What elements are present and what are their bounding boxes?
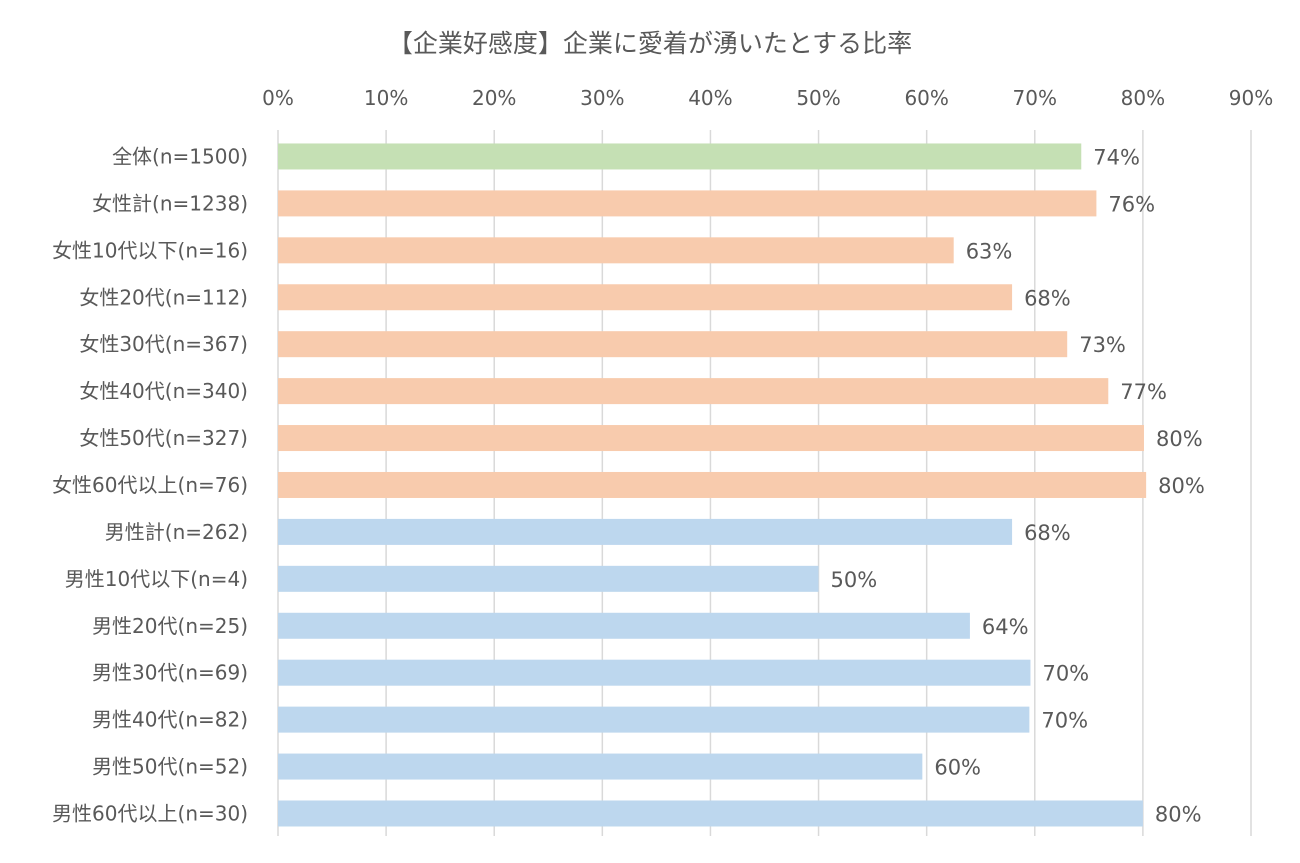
data-label: 50% xyxy=(831,568,878,592)
bar xyxy=(278,471,1147,498)
data-labels: 74% 76% 63% 68% 73% 77% 80% 80% 68% 50% 64% 70% 70% 6… xyxy=(831,145,1205,826)
x-tick-label: 20% xyxy=(472,86,516,110)
data-label: 60% xyxy=(934,756,981,780)
data-label: 80% xyxy=(1158,474,1205,498)
data-label: 63% xyxy=(966,239,1013,263)
bar xyxy=(278,237,954,264)
bar xyxy=(278,565,819,592)
data-label: 70% xyxy=(1042,662,1089,686)
bar xyxy=(278,800,1143,827)
bar xyxy=(278,190,1097,217)
bars xyxy=(278,143,1147,827)
bar xyxy=(278,612,970,639)
bar xyxy=(278,284,1013,311)
x-axis-tick-labels: 0% 10% 20% 30% 40% 50% 60% 70% 80% 90% xyxy=(262,86,1273,110)
category-label: 男性50代(n=52) xyxy=(92,755,248,779)
category-label: 女性20代(n=112) xyxy=(79,285,248,309)
bar xyxy=(278,378,1109,405)
data-label: 70% xyxy=(1041,709,1088,733)
bar xyxy=(278,753,923,780)
data-label: 80% xyxy=(1155,802,1202,826)
x-tick-label: 40% xyxy=(688,86,732,110)
chart-title: 【企業好感度】企業に愛着が湧いたとする比率 xyxy=(388,29,912,58)
x-tick-label: 10% xyxy=(364,86,408,110)
data-label: 73% xyxy=(1079,333,1126,357)
bar xyxy=(278,659,1031,686)
category-label: 全体(n=1500) xyxy=(112,144,248,168)
data-label: 76% xyxy=(1108,192,1155,216)
x-tick-label: 70% xyxy=(1013,86,1057,110)
data-label: 68% xyxy=(1024,286,1071,310)
category-label: 男性10代以下(n=4) xyxy=(65,567,248,591)
x-tick-label: 90% xyxy=(1229,86,1273,110)
data-label: 64% xyxy=(982,615,1029,639)
x-tick-label: 80% xyxy=(1121,86,1165,110)
category-label: 男性30代(n=69) xyxy=(92,661,248,685)
category-label: 女性50代(n=327) xyxy=(79,426,248,450)
x-tick-label: 60% xyxy=(904,86,948,110)
category-label: 女性10代以下(n=16) xyxy=(52,238,248,262)
data-label: 74% xyxy=(1093,145,1140,169)
data-label: 77% xyxy=(1120,380,1167,404)
category-label: 女性計(n=1238) xyxy=(92,191,248,215)
category-label: 男性20代(n=25) xyxy=(92,614,248,638)
bar xyxy=(278,425,1144,452)
x-tick-label: 0% xyxy=(262,86,294,110)
x-tick-label: 30% xyxy=(580,86,624,110)
x-tick-label: 50% xyxy=(796,86,840,110)
bar xyxy=(278,331,1068,358)
data-label: 68% xyxy=(1024,521,1071,545)
data-label: 80% xyxy=(1156,427,1203,451)
bar xyxy=(278,706,1030,733)
bar xyxy=(278,143,1082,170)
category-labels: 全体(n=1500) 女性計(n=1238) 女性10代以下(n=16) 女性20代(… xyxy=(52,144,248,825)
category-label: 女性30代(n=367) xyxy=(79,332,248,356)
category-label: 女性60代以上(n=76) xyxy=(52,473,248,497)
category-label: 男性40代(n=82) xyxy=(92,708,248,732)
category-label: 男性計(n=262) xyxy=(105,520,248,544)
category-label: 男性60代以上(n=30) xyxy=(52,801,248,825)
bar xyxy=(278,518,1013,545)
category-label: 女性40代(n=340) xyxy=(79,379,248,403)
